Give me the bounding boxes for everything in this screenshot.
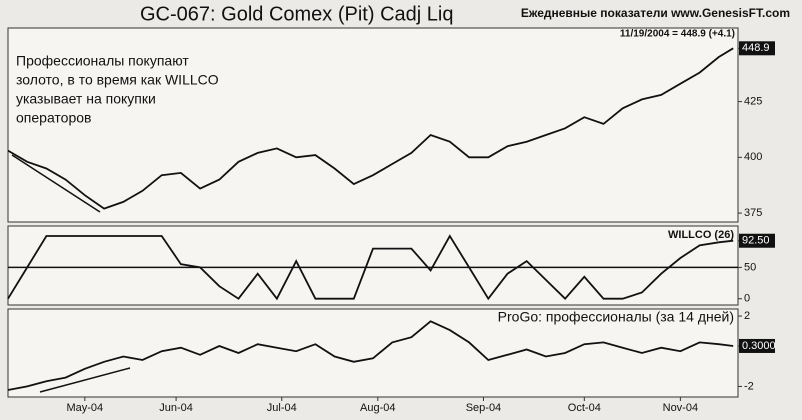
annotation: Профессионалы покупают (16, 53, 189, 69)
y-tick-label: 0.3000 (742, 340, 776, 352)
y-tick-label: 448.9 (742, 42, 770, 54)
x-tick-label: Jul-04 (267, 402, 297, 414)
trend-line (39, 367, 131, 393)
y-tick-label: -2 (744, 380, 754, 392)
subtitle: Ежедневные показатели www.GenesisFT.com (521, 6, 790, 20)
x-tick-label: Sep-04 (466, 402, 501, 414)
x-tick-label: Nov-04 (663, 402, 698, 414)
x-tick-label: Oct-04 (568, 402, 601, 414)
annotation: указывает на покупки (16, 91, 156, 107)
last-value-box (739, 233, 775, 248)
annotation: золото, в то время как WILLCO (16, 72, 219, 88)
x-tick-label: Jun-04 (159, 402, 193, 414)
series-line (7, 47, 734, 210)
trend-line (11, 154, 101, 213)
chart-title: GC-067: Gold Comex (Pit) Cadj Liq (140, 3, 453, 25)
y-tick-label: 92.50 (742, 235, 770, 247)
y-tick-label: 0 (744, 293, 750, 305)
last-quote: 11/19/2004 = 448.9 (+4.1) (620, 29, 735, 40)
last-value-box (739, 338, 775, 353)
series-line (7, 234, 734, 301)
y-tick-label: 400 (744, 151, 762, 163)
annotation: операторов (16, 110, 91, 126)
price-panel (7, 27, 739, 223)
legend-label: ProGo: профессионалы (за 14 дней) (498, 309, 734, 325)
x-tick-label: May-04 (66, 402, 103, 414)
willco-panel (7, 225, 739, 306)
y-tick-label: 375 (744, 207, 762, 219)
series-line (7, 320, 734, 391)
legend-label: WILLCO (26) (668, 229, 734, 241)
last-value-box (739, 41, 775, 56)
y-tick-label: 2 (744, 310, 750, 322)
y-tick-label: 425 (744, 95, 762, 107)
progo-panel (7, 308, 739, 398)
x-tick-label: Aug-04 (360, 402, 395, 414)
y-tick-label: 50 (744, 261, 756, 273)
